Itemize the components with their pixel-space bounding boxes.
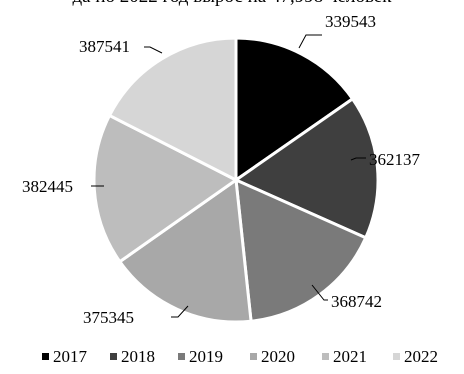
pie-slice-2017	[234, 36, 355, 183]
legend-label-2017: 2017	[53, 347, 88, 366]
data-label-2020: 375345	[83, 308, 134, 327]
pie-slice-2020	[117, 177, 253, 324]
legend-label-2019: 2019	[189, 347, 223, 366]
legend-label-2020: 2020	[261, 347, 295, 366]
legend-swatch-2017	[42, 353, 49, 360]
legend-label-2018: 2018	[121, 347, 155, 366]
data-label-2022: 387541	[79, 37, 130, 56]
data-label-2019: 368742	[331, 292, 382, 311]
data-label-2017: 339543	[325, 12, 376, 31]
legend-label-2022: 2022	[404, 347, 438, 366]
leader-line-2017	[298, 34, 322, 49]
pie-slice-2021	[92, 113, 239, 264]
legend-swatch-2018	[110, 353, 117, 360]
legend-swatch-2019	[178, 353, 185, 360]
leader-line-2020	[171, 305, 189, 318]
leader-line-2022	[144, 46, 163, 54]
legend: 2017 2018 2019 2020 2021 2022	[42, 347, 438, 366]
pie-slice-2022	[107, 36, 238, 183]
data-labels: 339543 362137 368742 375345 382445 387541	[22, 12, 421, 327]
clipped-caption-text: да по 2022 год вырос на 47,998 человек	[0, 0, 464, 8]
leader-line-2019	[311, 284, 328, 301]
legend-swatch-2021	[322, 353, 329, 360]
legend-swatch-2022	[393, 353, 400, 360]
pie-slices	[92, 36, 380, 324]
data-label-2018: 362137	[369, 150, 421, 169]
leader-line-2018	[350, 157, 366, 161]
data-label-2021: 382445	[22, 177, 73, 196]
legend-label-2021: 2021	[333, 347, 367, 366]
pie-slice-2018	[232, 96, 380, 240]
legend-swatch-2020	[250, 353, 257, 360]
label-leader-lines	[91, 34, 366, 318]
